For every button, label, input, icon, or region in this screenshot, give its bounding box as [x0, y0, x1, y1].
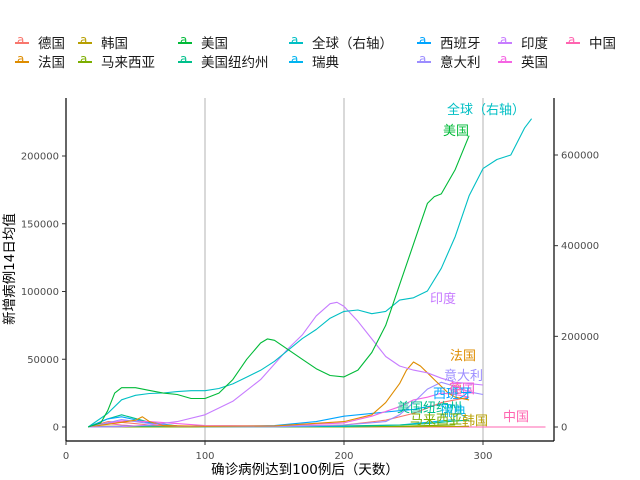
legend-item: a 美国纽约州 [177, 51, 269, 71]
legend-item: a 德国 [14, 32, 65, 52]
legend-key-icon: a [177, 33, 193, 49]
legend-item: a 马来西亚 [77, 51, 155, 71]
series-label: 德国 [449, 382, 475, 397]
series-label: 中国 [503, 410, 529, 425]
y-left-tick-label: 0 [53, 423, 59, 434]
legend-item: a 法国 [14, 51, 65, 71]
legend-key-icon: a [497, 33, 513, 49]
legend-item: a 印度 [497, 32, 548, 52]
series-line [87, 403, 456, 428]
series-label: 印度 [430, 291, 456, 307]
legend-key-icon: a [416, 33, 432, 49]
legend-item: a 中国 [565, 32, 616, 52]
y-left-tick-label: 100000 [21, 287, 59, 298]
legend-label: 印度 [521, 36, 548, 52]
legend-key-icon: a [288, 33, 304, 49]
legend-label: 意大利 [440, 55, 481, 71]
series-label: 美国 [443, 124, 469, 139]
legend-key-icon: a [288, 52, 304, 68]
x-tick-label: 100 [195, 451, 214, 462]
series-line [88, 392, 470, 428]
y-right-tick-label: 200000 [561, 332, 599, 343]
legend-key-icon: a [497, 52, 513, 68]
legend-key-icon: a [77, 33, 93, 49]
series-label: 英国 [449, 382, 475, 397]
legend-key-icon: a [14, 52, 30, 68]
series-label: 美国纽约州 [397, 401, 462, 416]
x-tick-label: 200 [334, 451, 353, 462]
legend-key-icon: a [77, 52, 93, 68]
legend-label: 韩国 [101, 36, 128, 52]
legend-label: 德国 [38, 36, 65, 52]
legend-label: 法国 [38, 55, 65, 71]
y-left-tick-label: 200000 [21, 152, 59, 163]
y-axis-title: 新增病例14日均值 [2, 213, 18, 325]
tick-labels: 0 100 200 300 0 50000 100000 150000 200000 0 20000… [21, 151, 599, 463]
legend-label: 英国 [521, 55, 548, 71]
x-tick-label: 0 [63, 451, 69, 462]
legend-label: 西班牙 [440, 36, 481, 52]
legend-item: a 英国 [497, 51, 548, 71]
y-right-tick-label: 600000 [561, 151, 599, 162]
legend-key-icon: a [177, 52, 193, 68]
y-right-tick-label: 400000 [561, 241, 599, 252]
gridlines [204, 98, 484, 441]
series-line [88, 301, 484, 428]
legend-item: a 全球（右轴） [288, 32, 393, 52]
series-label: 西班牙 [433, 387, 472, 402]
legend-key-icon: a [14, 33, 30, 49]
legend-label: 美国纽约州 [201, 55, 269, 71]
legend-key-icon: a [565, 33, 581, 49]
series-line [88, 361, 470, 428]
series-lines [87, 118, 546, 428]
legend-item: a 西班牙 [416, 32, 481, 52]
legend: a 德国 a 法国 a 韩国 a 马来西亚 a 美国 a 美国纽约州 a 全球（右轴） a 瑞典 a 西班牙 a 意大… [0, 32, 640, 72]
series-label: 瑞典 [440, 405, 466, 420]
legend-label: 中国 [589, 36, 616, 52]
series-label: 法国 [450, 349, 476, 364]
series-line [88, 135, 470, 428]
legend-key-icon: a [416, 52, 432, 68]
y-right-tick-label: 0 [561, 423, 567, 434]
x-tick-label: 300 [473, 451, 492, 462]
x-axis-title: 确诊病例达到100例后（天数） [211, 462, 399, 478]
y-left-tick-label: 50000 [27, 355, 59, 366]
series-label: 马来西亚 [410, 413, 462, 428]
series-label: 韩国 [462, 414, 488, 429]
legend-item: a 美国 [177, 32, 228, 52]
legend-item: a 瑞典 [288, 51, 339, 71]
y-left-tick-label: 150000 [21, 219, 59, 230]
legend-item: a 韩国 [77, 32, 128, 52]
legend-label: 瑞典 [312, 55, 339, 71]
legend-label: 美国 [201, 36, 228, 52]
legend-item: a 意大利 [416, 51, 481, 71]
series-line [87, 118, 533, 428]
series-label: 意大利 [444, 368, 483, 384]
legend-label: 马来西亚 [101, 55, 155, 71]
legend-label: 全球（右轴） [312, 36, 393, 52]
series-label: 全球（右轴） [447, 102, 525, 118]
axes [65, 98, 555, 442]
